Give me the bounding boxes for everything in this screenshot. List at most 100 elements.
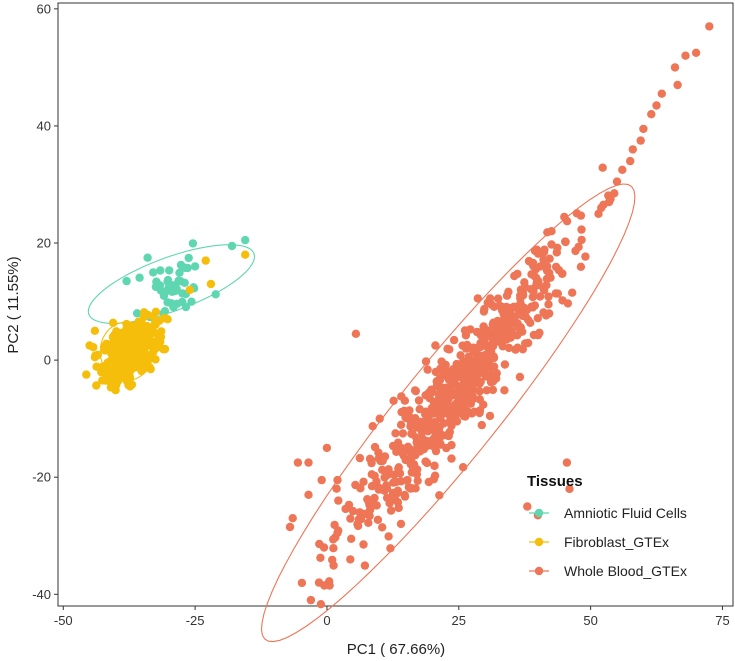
- point-whole-blood-gtex: [551, 262, 561, 272]
- point-fibroblast-gtex: [82, 370, 91, 379]
- point-whole-blood-gtex: [647, 110, 656, 119]
- point-whole-blood-gtex: [544, 300, 553, 309]
- point-whole-blood-gtex: [316, 553, 325, 562]
- point-whole-blood-gtex: [346, 555, 355, 564]
- point-amniotic-fluid-cells: [174, 276, 183, 285]
- x-tick-label: 0: [323, 613, 330, 628]
- y-tick-label: 0: [44, 353, 51, 368]
- point-fibroblast-gtex: [185, 285, 194, 295]
- point-fibroblast-gtex: [133, 334, 142, 344]
- point-fibroblast-gtex: [110, 347, 119, 356]
- point-whole-blood-gtex: [558, 296, 567, 305]
- point-whole-blood-gtex: [500, 314, 509, 323]
- point-whole-blood-gtex: [431, 446, 441, 456]
- y-tick-label: 60: [37, 1, 51, 16]
- point-whole-blood-gtex: [488, 338, 498, 348]
- point-whole-blood-gtex: [384, 465, 393, 474]
- point-whole-blood-gtex: [329, 561, 338, 570]
- point-whole-blood-gtex: [361, 509, 370, 519]
- point-whole-blood-gtex: [431, 341, 440, 350]
- point-whole-blood-gtex: [493, 294, 503, 303]
- point-whole-blood-gtex: [430, 471, 440, 480]
- point-whole-blood-gtex: [367, 458, 376, 468]
- point-whole-blood-gtex: [488, 385, 498, 395]
- point-fibroblast-gtex: [130, 360, 140, 369]
- point-amniotic-fluid-cells: [178, 289, 187, 298]
- y-tick-label: -20: [32, 470, 51, 485]
- point-whole-blood-gtex: [444, 393, 454, 402]
- point-whole-blood-gtex: [479, 400, 488, 409]
- point-whole-blood-gtex: [396, 519, 406, 529]
- point-whole-blood-gtex: [447, 440, 456, 450]
- point-whole-blood-gtex: [513, 343, 522, 352]
- x-tick-label: 75: [715, 613, 729, 628]
- point-whole-blood-gtex: [681, 51, 690, 60]
- point-fibroblast-gtex: [163, 315, 172, 324]
- point-whole-blood-gtex: [374, 485, 383, 494]
- legend-item-fibroblast-gtex: Fibroblast_GTEx: [529, 534, 669, 550]
- point-whole-blood-gtex: [568, 288, 577, 297]
- point-whole-blood-gtex: [359, 477, 368, 486]
- point-whole-blood-gtex: [670, 63, 680, 72]
- point-fibroblast-gtex: [90, 326, 100, 335]
- point-whole-blood-gtex: [334, 496, 343, 505]
- point-fibroblast-gtex: [108, 318, 118, 327]
- point-whole-blood-gtex: [356, 484, 365, 493]
- point-amniotic-fluid-cells: [175, 268, 184, 277]
- point-whole-blood-gtex: [562, 458, 572, 467]
- point-whole-blood-gtex: [652, 101, 661, 110]
- point-whole-blood-gtex: [393, 498, 403, 507]
- point-fibroblast-gtex: [141, 323, 151, 332]
- point-whole-blood-gtex: [344, 500, 354, 510]
- point-whole-blood-gtex: [475, 343, 485, 352]
- point-whole-blood-gtex: [347, 534, 356, 543]
- point-whole-blood-gtex: [561, 237, 570, 247]
- point-whole-blood-gtex: [536, 262, 545, 271]
- point-whole-blood-gtex: [472, 327, 482, 337]
- point-whole-blood-gtex: [414, 439, 423, 448]
- point-whole-blood-gtex: [513, 269, 522, 279]
- point-whole-blood-gtex: [442, 383, 451, 392]
- point-whole-blood-gtex: [489, 362, 499, 371]
- point-amniotic-fluid-cells: [143, 253, 152, 262]
- x-tick-label: -50: [54, 613, 73, 628]
- point-amniotic-fluid-cells: [149, 268, 158, 277]
- point-whole-blood-gtex: [355, 453, 365, 463]
- point-fibroblast-gtex: [130, 348, 140, 357]
- point-fibroblast-gtex: [117, 360, 126, 369]
- point-whole-blood-gtex: [384, 532, 393, 541]
- point-fibroblast-gtex: [90, 353, 100, 362]
- point-whole-blood-gtex: [553, 289, 562, 298]
- point-fibroblast-gtex: [155, 316, 164, 325]
- point-whole-blood-gtex: [386, 544, 395, 553]
- point-whole-blood-gtex: [351, 329, 361, 338]
- point-whole-blood-gtex: [392, 477, 401, 487]
- point-amniotic-fluid-cells: [184, 253, 193, 263]
- point-whole-blood-gtex: [423, 365, 432, 374]
- point-fibroblast-gtex: [124, 358, 133, 367]
- point-whole-blood-gtex: [348, 506, 358, 516]
- point-fibroblast-gtex: [156, 332, 166, 342]
- point-whole-blood-gtex: [464, 352, 473, 361]
- point-whole-blood-gtex: [389, 396, 398, 405]
- point-whole-blood-gtex: [322, 443, 332, 453]
- point-whole-blood-gtex: [529, 330, 539, 340]
- point-fibroblast-gtex: [85, 341, 94, 350]
- point-amniotic-fluid-cells: [172, 299, 182, 308]
- point-whole-blood-gtex: [533, 314, 542, 323]
- series-whole-blood-gtex: [285, 22, 714, 609]
- point-whole-blood-gtex: [315, 539, 324, 549]
- point-whole-blood-gtex: [507, 303, 516, 312]
- point-whole-blood-gtex: [458, 341, 467, 350]
- point-whole-blood-gtex: [414, 423, 423, 432]
- point-whole-blood-gtex: [484, 368, 493, 378]
- x-axis: -50 -25 0 25 50 75: [54, 606, 730, 628]
- y-tick-label: 20: [37, 236, 51, 251]
- point-whole-blood-gtex: [421, 357, 431, 366]
- point-whole-blood-gtex: [565, 484, 574, 494]
- point-whole-blood-gtex: [577, 225, 586, 234]
- point-whole-blood-gtex: [353, 519, 362, 529]
- point-whole-blood-gtex: [531, 281, 541, 290]
- point-whole-blood-gtex: [553, 243, 562, 252]
